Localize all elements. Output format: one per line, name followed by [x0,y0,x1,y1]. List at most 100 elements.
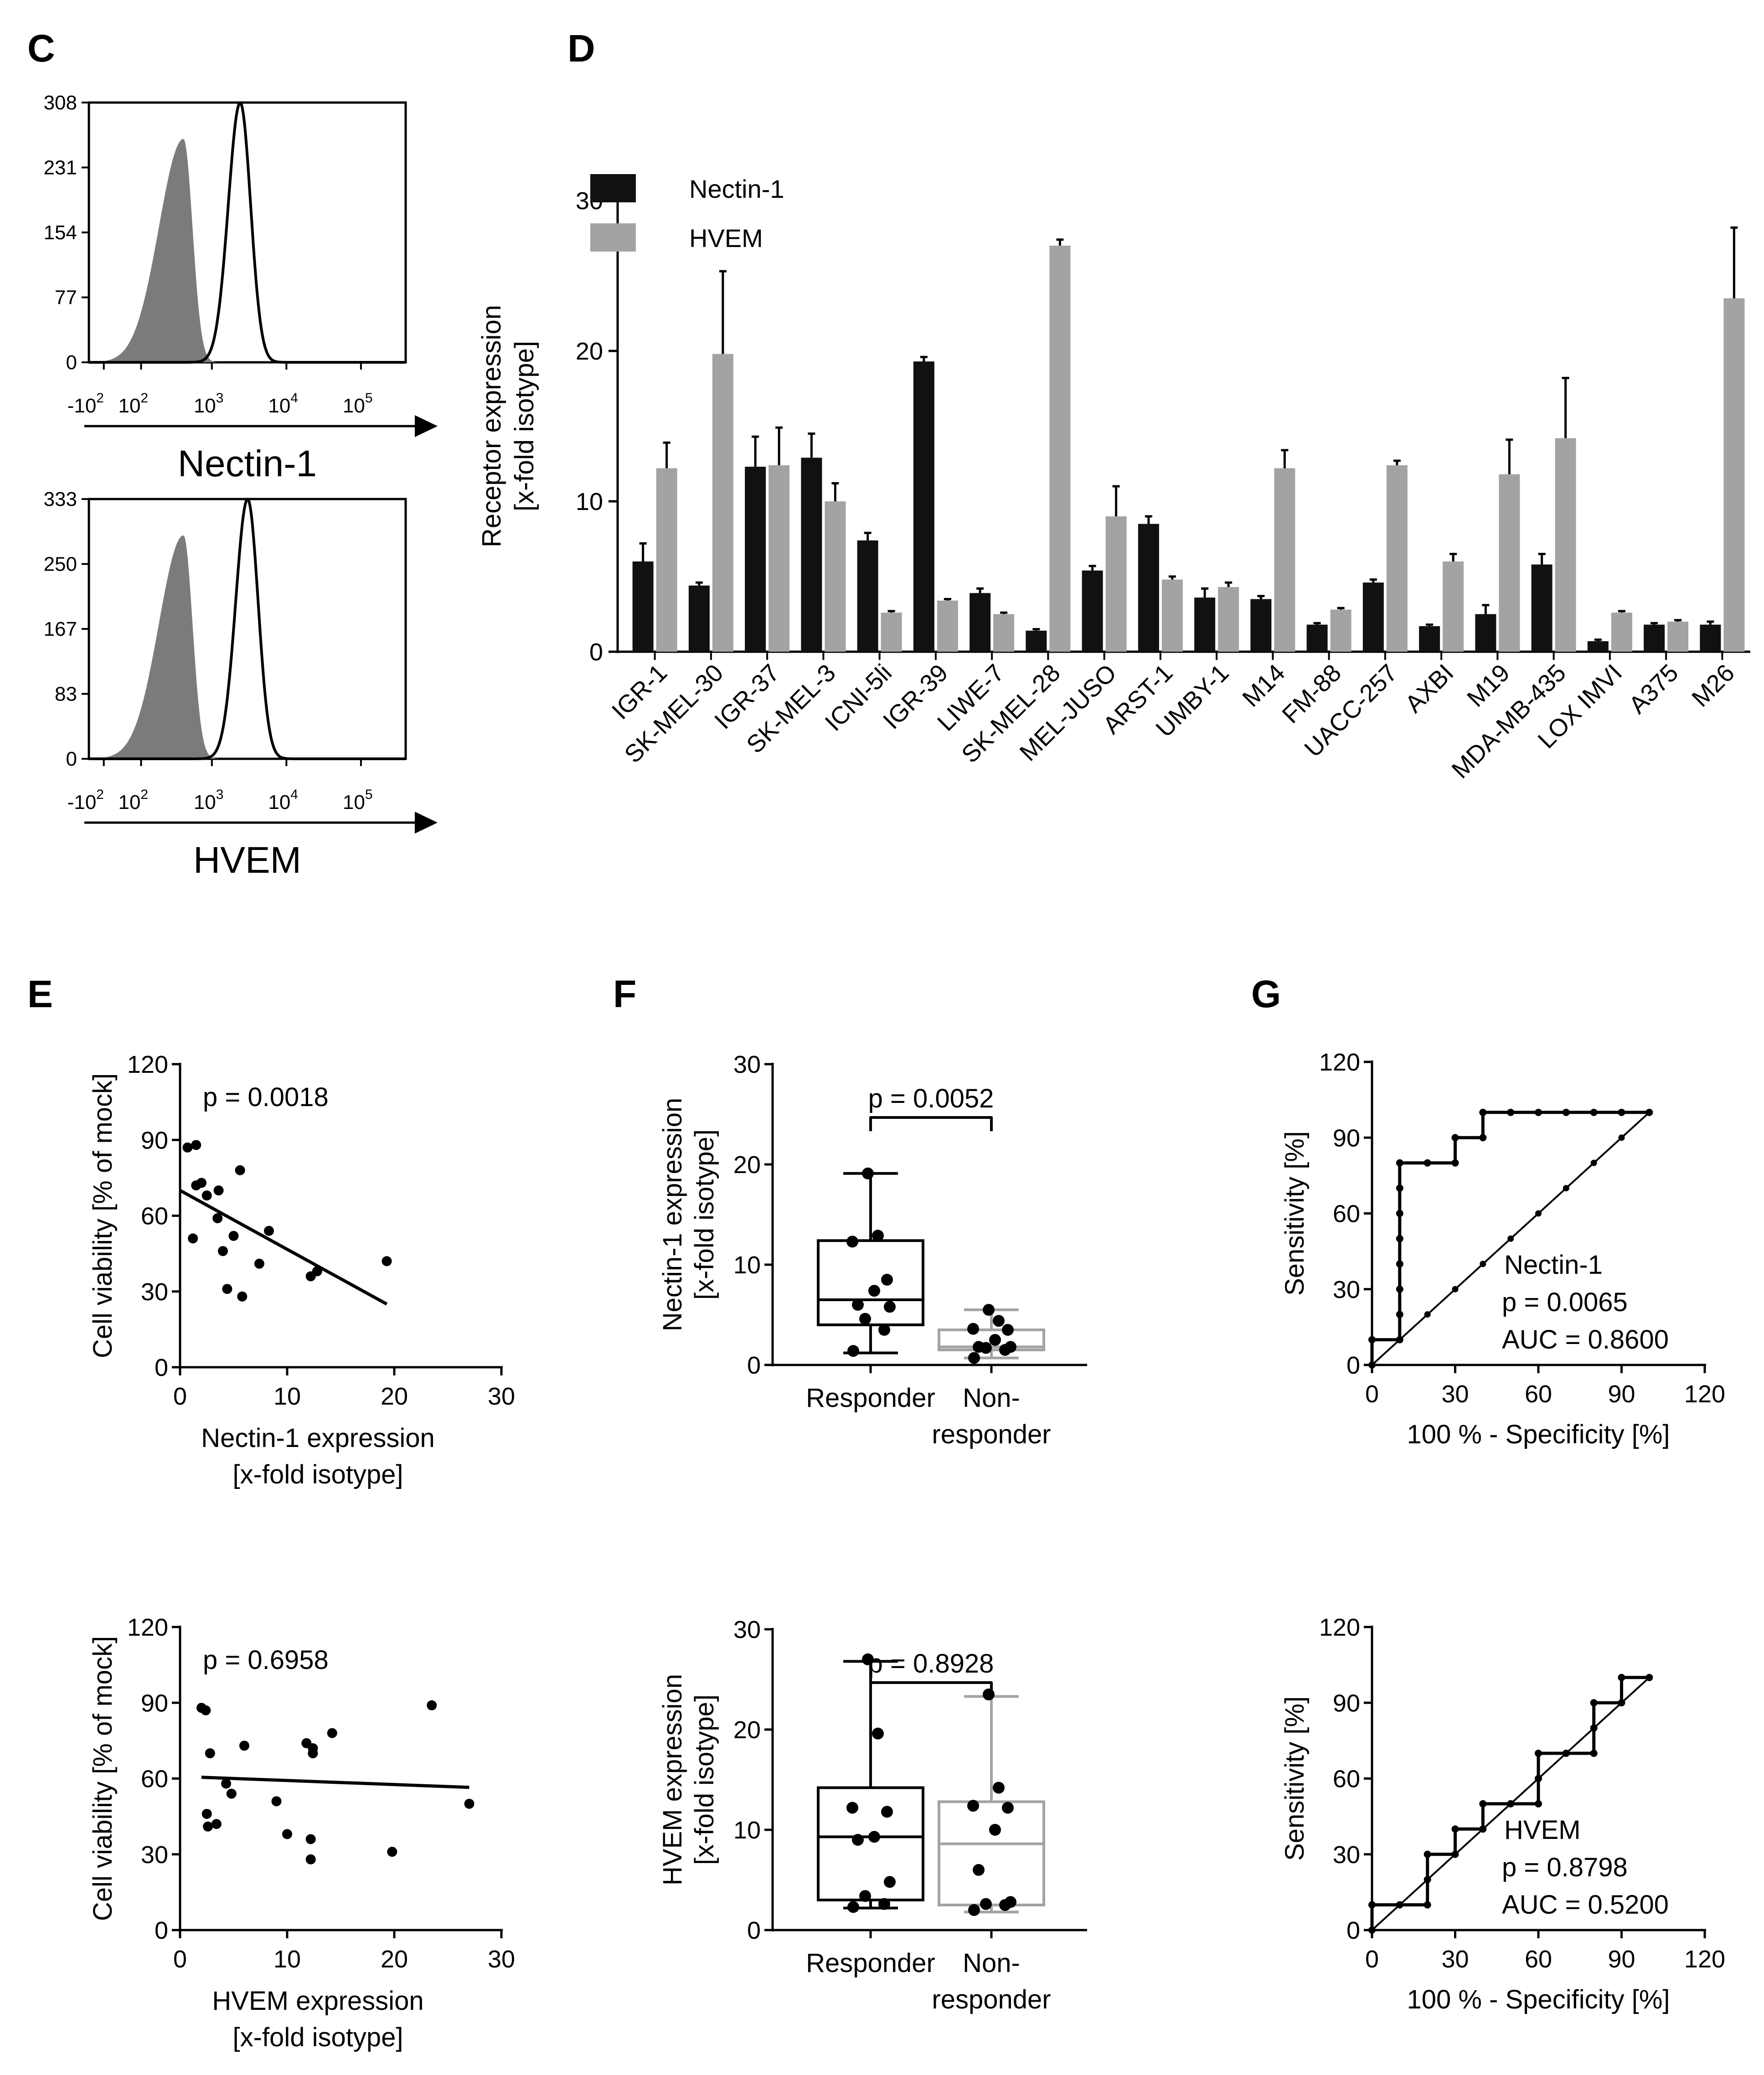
data-point [967,1800,979,1812]
y-tick-label: 120 [1319,1614,1360,1641]
diagonal-marker [1452,1286,1459,1292]
y-tick-label: 10 [733,1251,761,1279]
x-tick-label: 102 [118,787,148,814]
x-axis-title: Nectin-1 [178,443,317,484]
bar-nectin [913,361,934,652]
bar-hvem [769,465,790,652]
roc-point [1396,1311,1403,1318]
legend-swatch-nectin [590,174,636,202]
data-point [973,1864,985,1876]
roc-point [1590,1724,1598,1732]
category-label-responder-2: responder [932,1420,1051,1449]
regression-line [201,1776,469,1789]
x-tick-label: 0 [173,1946,187,1973]
data-point [983,1304,995,1316]
panel-c-label: C [27,27,55,70]
roc-point [1562,1108,1570,1116]
scatter-point [221,1778,232,1789]
category-label: AXBI [1400,659,1459,718]
x-axis-title-line1: HVEM expression [212,1986,423,2016]
x-tick-base: -10 [67,395,97,417]
roc-point [1590,1108,1598,1116]
y-axis-title-line2: [x-fold isotype] [690,1694,719,1865]
diagonal-marker [1563,1185,1569,1192]
roc-point [1396,1260,1403,1268]
data-point [862,1167,874,1179]
roc-point [1507,1108,1515,1116]
bar-hvem [1499,474,1520,652]
panel-label-e: E [27,973,53,1015]
bar-hvem [1555,438,1576,652]
y-axis-title: Cell viability [% of mock] [88,1636,118,1921]
scatter-hvem-viability: 0 30 60 90 120 0 10 20 30 p = 0.6958 Cell viabilit… [88,1614,515,2052]
x-tick-base: 10 [194,395,216,417]
scatter-point [271,1796,282,1807]
p-value-label: p = 0.0065 [1502,1287,1628,1317]
data-point [993,1782,1005,1794]
roc-point [1535,1800,1542,1807]
y-tick-label: 10 [576,488,603,515]
y-tick-label: 0 [1346,1352,1360,1379]
x-tick-base: 10 [268,395,290,417]
bar-nectin [688,585,710,652]
bar-hvem [656,468,677,652]
data-point [872,1727,884,1740]
bar-nectin [632,561,654,652]
bar-hvem [937,600,958,652]
bar-hvem [712,354,733,652]
x-tick-label: 120 [1684,1946,1725,1973]
p-value-label: p = 0.6958 [203,1645,329,1675]
box-iqr [938,1800,1045,1906]
isotype-histogram-fill [89,535,406,759]
x-tick-exponent: 4 [290,391,298,406]
roc-nectin: 0 30 60 90 120 0 30 60 90 120 Nectin-1 p = 0.0065 AU… [1280,1049,1725,1449]
x-tick-exponent: 2 [96,391,104,406]
category-label-responder: Responder [806,1948,935,1978]
data-point [852,1299,864,1311]
y-tick-label: 0 [747,1917,761,1944]
significance-bracket [869,1116,993,1132]
bar-hvem [1667,622,1689,652]
scatter-point [201,1190,212,1201]
x-tick-label: -102 [67,391,104,417]
x-tick-label: 20 [381,1383,408,1410]
y-tick-label: 90 [141,1127,168,1154]
diagonal-marker [1618,1134,1625,1141]
roc-point [1562,1750,1570,1757]
data-point [1005,1341,1016,1353]
x-tick-label: 30 [488,1946,515,1973]
scatter-point [254,1258,264,1269]
bar-hvem [1386,465,1408,652]
y-tick-label: 20 [733,1716,761,1744]
scatter-point [201,1705,211,1715]
roc-legend-name: HVEM [1504,1815,1581,1845]
boxplot-hvem: 0 10 20 30 p = 0.8928 Responder Non-responder H… [658,1616,1087,2014]
legend-swatch-hvem [590,223,636,252]
box-iqr [817,1786,924,1902]
y-tick-label: 30 [733,1616,761,1643]
y-tick-label: 0 [155,1354,168,1381]
roc-point [1396,1159,1403,1167]
bar-nectin [1644,624,1665,652]
bar-nectin [1194,597,1216,652]
x-tick-label: 20 [381,1946,408,1973]
panel-d-label: D [567,27,595,70]
y-tick-label: 0 [66,351,77,374]
bar-hvem [1723,298,1745,652]
stained-histogram-line [88,101,406,364]
category-label-non: Non- [963,1383,1020,1413]
y-tick-label: 77 [55,287,77,309]
p-value-label: p = 0.0018 [203,1082,329,1112]
y-tick-label: 20 [733,1151,761,1179]
roc-point [1535,1750,1542,1757]
roc-point [1368,1926,1376,1934]
roc-point [1507,1800,1515,1807]
data-point [884,1876,896,1888]
x-tick-label: 0 [1365,1380,1379,1408]
data-point [989,1824,1001,1836]
data-point [1002,1324,1014,1336]
data-point [878,1324,890,1336]
data-point [973,1341,985,1353]
roc-point [1590,1699,1598,1707]
data-point [868,1831,880,1843]
